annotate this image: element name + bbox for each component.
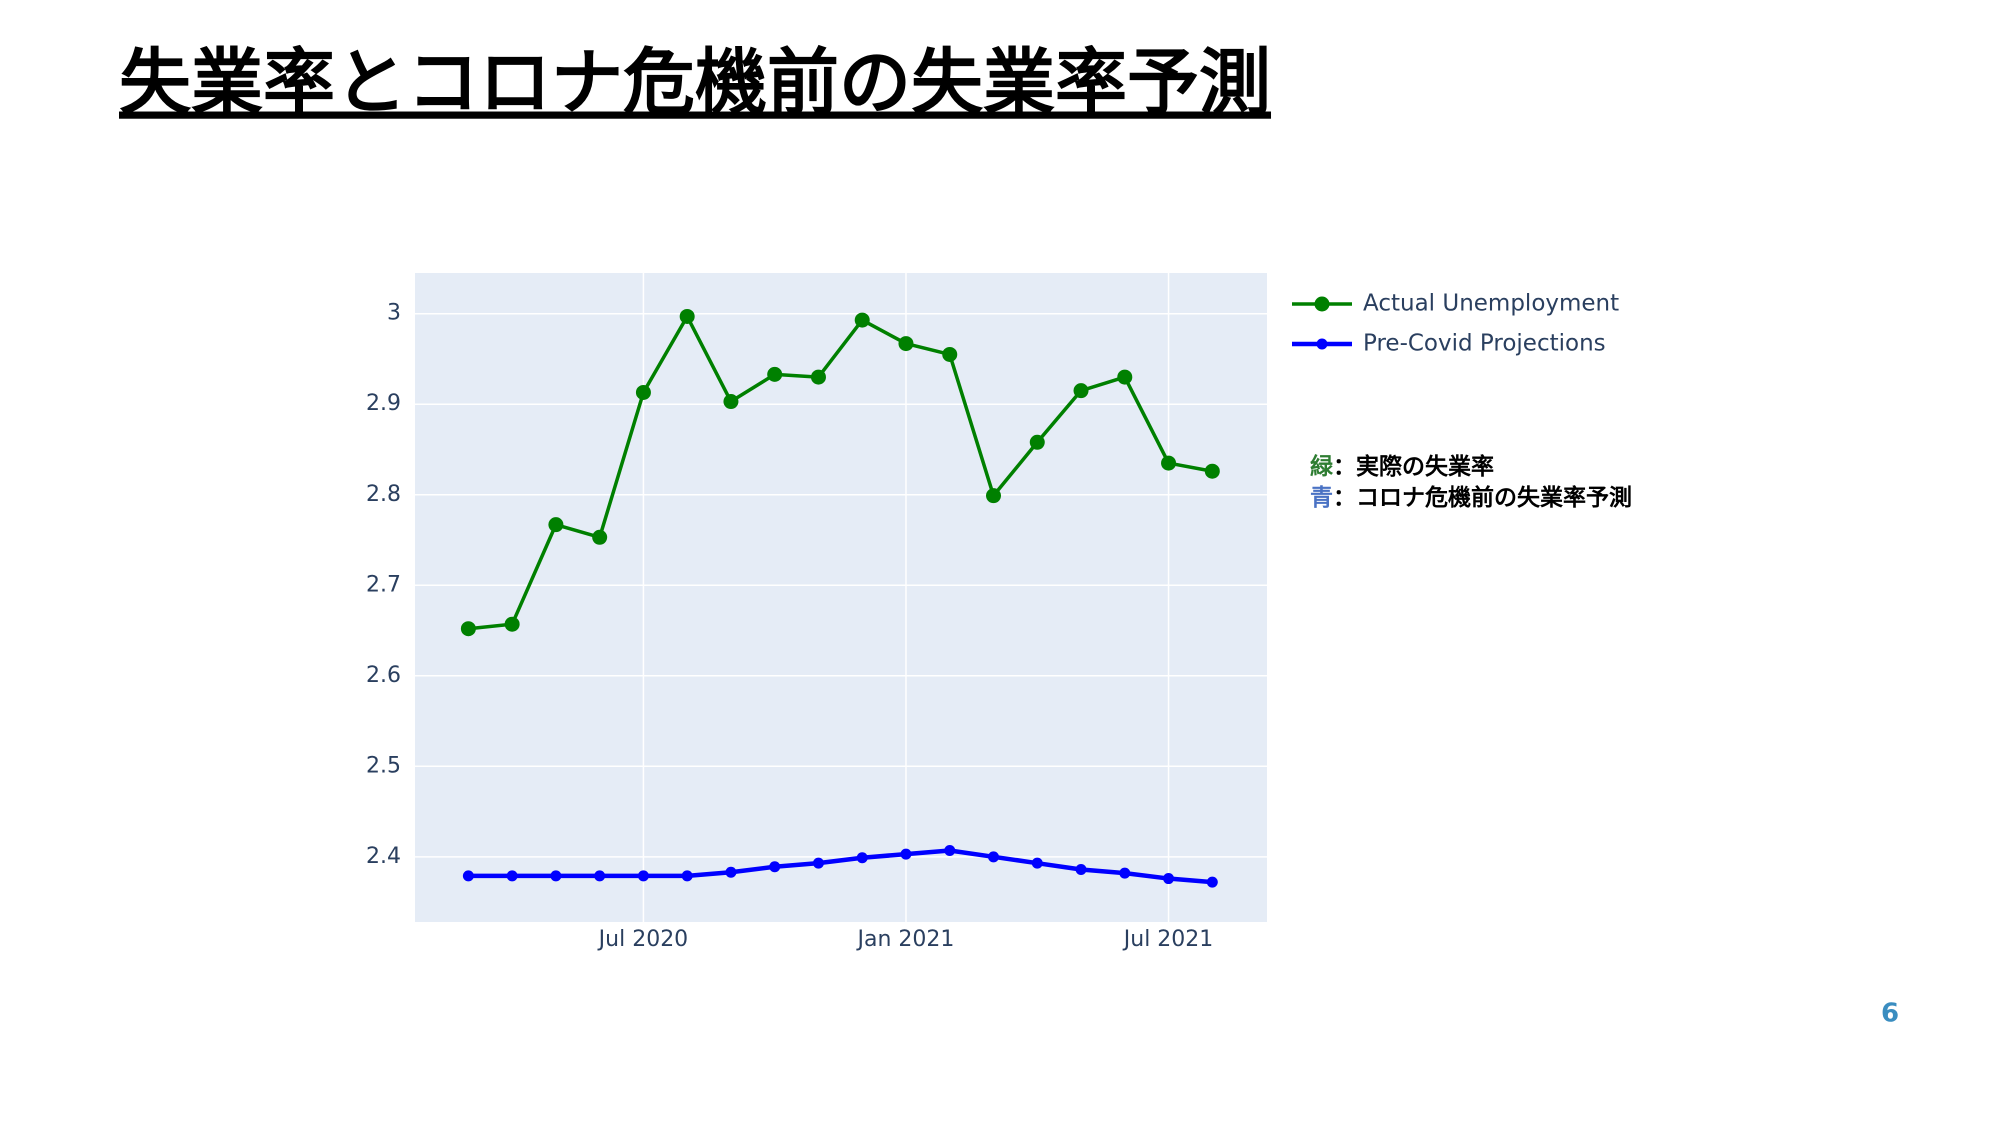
slide-title: 失業率とコロナ危機前の失業率予測: [119, 41, 1271, 125]
data-point: [681, 870, 693, 882]
data-point: [1073, 383, 1089, 399]
data-point: [1163, 873, 1175, 885]
legend-label: Actual Unemployment: [1363, 291, 1619, 317]
data-point: [637, 870, 649, 882]
data-point: [812, 857, 824, 869]
data-point: [504, 616, 520, 632]
y-tick-label: 2.6: [366, 663, 401, 688]
y-tick-label: 2.8: [366, 482, 401, 507]
note: 青：コロナ危機前の失業率予測: [1310, 484, 1632, 511]
data-point: [986, 488, 1002, 504]
y-tick-label: 2.7: [366, 572, 401, 597]
x-tick-label: Jul 2020: [597, 927, 689, 952]
page-number: 6: [1881, 999, 1899, 1029]
note-key: 緑: [1310, 453, 1334, 480]
data-point: [1119, 867, 1131, 879]
data-point: [725, 866, 737, 878]
legend-label: Pre-Covid Projections: [1363, 331, 1606, 357]
data-point: [1206, 876, 1218, 888]
note-text: ：コロナ危機前の失業率予測: [1333, 484, 1632, 511]
data-point: [1161, 455, 1177, 471]
data-point: [1075, 864, 1087, 876]
data-point: [462, 870, 474, 882]
x-tick-label: Jan 2021: [856, 927, 955, 952]
data-point: [1117, 369, 1133, 385]
note: 緑：実際の失業率: [1310, 453, 1494, 480]
data-point: [550, 870, 562, 882]
note-key: 青: [1310, 485, 1333, 511]
data-point: [856, 852, 868, 864]
y-tick-label: 3: [387, 301, 401, 326]
data-point: [942, 346, 958, 362]
data-point: [944, 844, 956, 856]
data-point: [460, 621, 476, 637]
data-point: [988, 851, 1000, 863]
data-point: [810, 369, 826, 385]
data-point: [592, 529, 608, 545]
x-tick-label: Jul 2021: [1122, 927, 1214, 952]
data-point: [506, 870, 518, 882]
legend-marker: [1316, 338, 1328, 350]
y-tick-label: 2.9: [366, 391, 401, 416]
data-point: [769, 861, 781, 873]
y-tick-label: 2.4: [366, 844, 401, 869]
data-point: [900, 848, 912, 860]
data-point: [594, 870, 606, 882]
data-point: [898, 336, 914, 352]
data-point: [1029, 434, 1045, 450]
data-point: [635, 384, 651, 400]
data-point: [548, 517, 564, 533]
data-point: [1031, 857, 1043, 869]
data-point: [723, 394, 739, 410]
series-line: [468, 848, 1213, 885]
data-point: [767, 366, 783, 382]
data-point: [679, 308, 695, 324]
data-point: [1204, 463, 1220, 479]
legend-marker: [1314, 296, 1330, 312]
data-point: [854, 312, 870, 328]
series-line: [468, 314, 1213, 631]
plot-area: [415, 273, 1267, 922]
note-text: ：実際の失業率: [1333, 453, 1494, 480]
y-tick-label: 2.5: [366, 753, 401, 778]
